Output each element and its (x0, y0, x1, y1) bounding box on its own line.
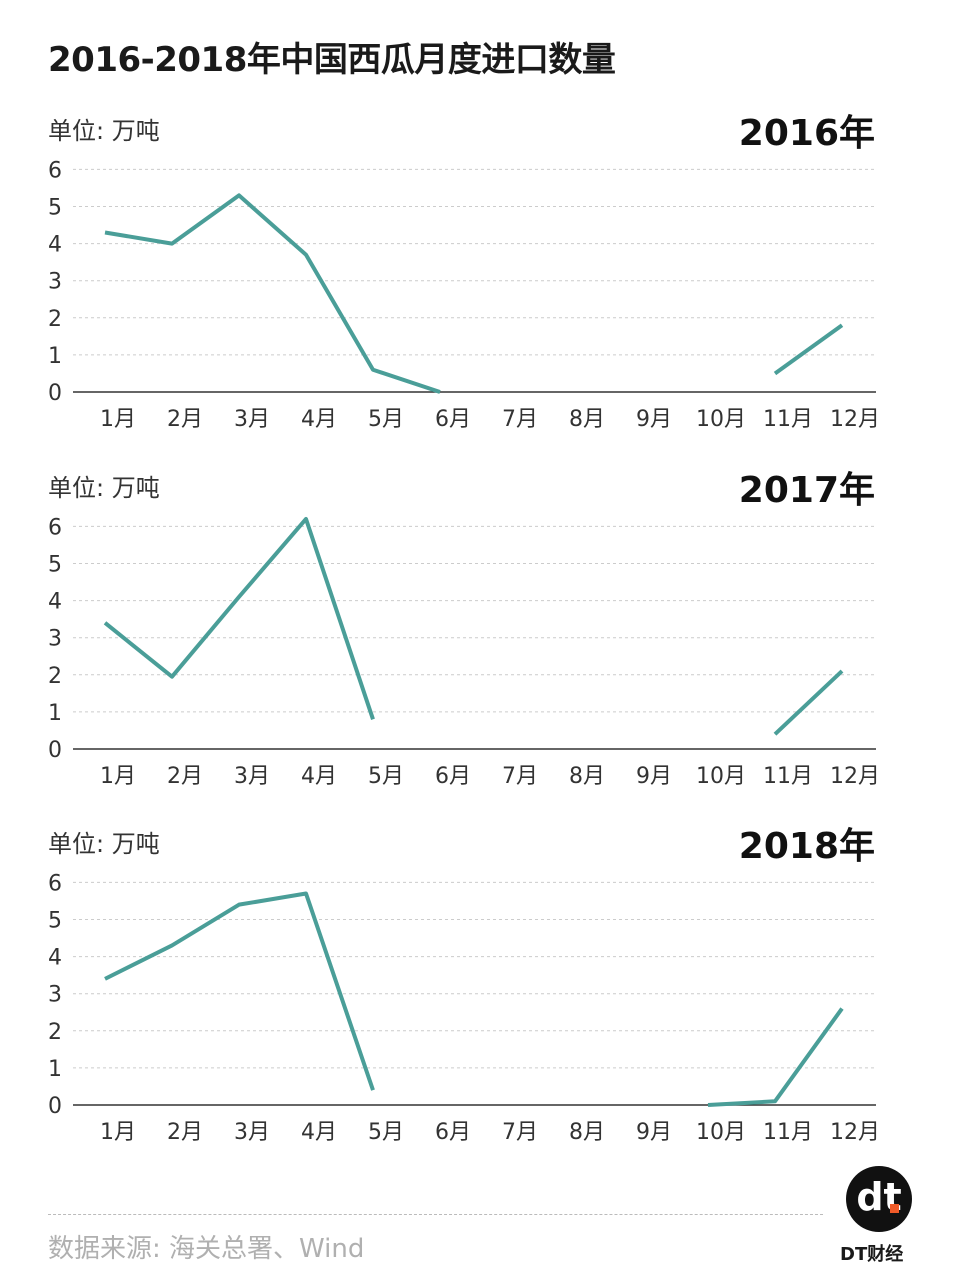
divider (48, 1214, 823, 1215)
x-tick-label: 2月 (167, 407, 203, 432)
x-tick-label: 6月 (435, 407, 471, 432)
x-tick-label: 10月 (696, 764, 746, 789)
x-tick-label: 5月 (368, 764, 404, 789)
x-tick-label: 3月 (234, 1120, 270, 1145)
y-tick-label: 5 (48, 909, 62, 934)
y-tick-label: 6 (48, 158, 62, 183)
x-tick-label: 7月 (502, 1120, 538, 1145)
x-tick-label: 4月 (301, 764, 337, 789)
x-tick-label: 4月 (301, 407, 337, 432)
brand-name: DT财经 (840, 1244, 904, 1265)
y-tick-label: 2 (48, 664, 62, 689)
x-tick-label: 3月 (234, 407, 270, 432)
x-tick-label: 10月 (696, 1120, 746, 1145)
x-tick-label: 7月 (502, 764, 538, 789)
y-tick-label: 0 (48, 1094, 62, 1119)
x-tick-label: 3月 (234, 764, 270, 789)
source-note: 数据来源: 海关总署、Wind (48, 1234, 365, 1264)
y-tick-label: 3 (48, 627, 62, 652)
y-tick-label: 1 (48, 1057, 62, 1082)
x-tick-label: 8月 (569, 407, 605, 432)
y-tick-label: 0 (48, 738, 62, 763)
x-tick-label: 9月 (636, 407, 672, 432)
y-tick-label: 1 (48, 344, 62, 369)
x-tick-label: 9月 (636, 1120, 672, 1145)
x-tick-label: 12月 (830, 1120, 880, 1145)
x-tick-label: 8月 (569, 1120, 605, 1145)
y-tick-label: 0 (48, 381, 62, 406)
y-unit-label: 单位: 万吨 (48, 830, 160, 858)
logo-dot (890, 1204, 899, 1213)
series-line-segment (103, 516, 375, 720)
y-tick-label: 4 (48, 590, 62, 615)
chart-year-title: 2017年 (739, 470, 875, 511)
series-line-segment (104, 891, 375, 1091)
x-tick-label: 5月 (368, 1120, 404, 1145)
x-tick-label: 8月 (569, 764, 605, 789)
x-tick-label: 6月 (435, 1120, 471, 1145)
x-tick-label: 1月 (100, 1120, 136, 1145)
x-tick-label: 7月 (502, 407, 538, 432)
series-line-segment (773, 669, 844, 736)
x-tick-label: 11月 (763, 407, 813, 432)
x-tick-label: 11月 (763, 764, 813, 789)
chart-year-title: 2016年 (739, 113, 875, 154)
x-tick-label: 12月 (830, 764, 880, 789)
x-tick-label: 6月 (435, 764, 471, 789)
y-tick-label: 5 (48, 196, 62, 221)
chart-year-title: 2018年 (739, 826, 875, 867)
y-tick-label: 3 (48, 983, 62, 1008)
y-tick-label: 6 (48, 515, 62, 540)
y-tick-label: 6 (48, 871, 62, 896)
x-tick-label: 1月 (100, 764, 136, 789)
y-unit-label: 单位: 万吨 (48, 474, 160, 502)
x-tick-label: 12月 (830, 407, 880, 432)
page-title: 2016-2018年中国西瓜月度进口数量 (48, 40, 616, 80)
x-tick-label: 10月 (696, 407, 746, 432)
series-line-segment (773, 323, 844, 376)
x-tick-label: 5月 (368, 407, 404, 432)
y-unit-label: 单位: 万吨 (48, 117, 160, 145)
y-tick-label: 4 (48, 946, 62, 971)
y-tick-label: 3 (48, 270, 62, 295)
x-tick-label: 4月 (301, 1120, 337, 1145)
x-tick-label: 9月 (636, 764, 672, 789)
x-tick-label: 2月 (167, 764, 203, 789)
brand-logo: dt (846, 1166, 912, 1232)
y-tick-label: 1 (48, 701, 62, 726)
series-line-segment (104, 193, 441, 394)
y-tick-label: 4 (48, 233, 62, 258)
y-tick-label: 5 (48, 553, 62, 578)
y-tick-label: 2 (48, 307, 62, 332)
x-tick-label: 2月 (167, 1120, 203, 1145)
series-line-segment (707, 1007, 844, 1107)
y-tick-label: 2 (48, 1020, 62, 1045)
x-tick-label: 1月 (100, 407, 136, 432)
x-tick-label: 11月 (763, 1120, 813, 1145)
